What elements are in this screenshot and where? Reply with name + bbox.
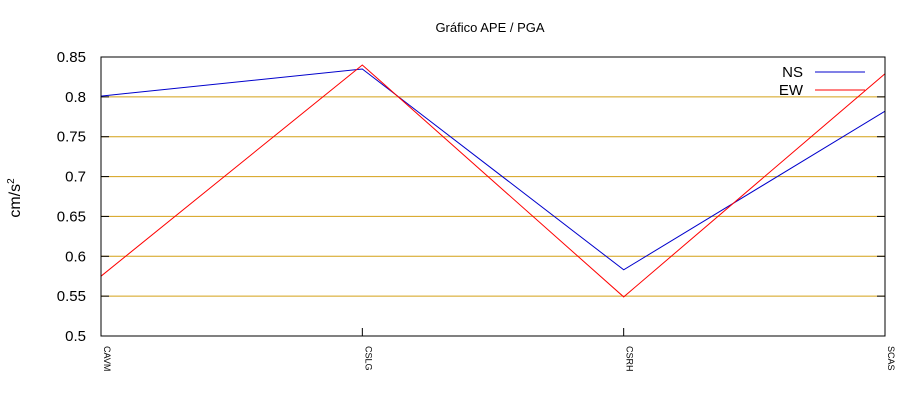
data-series	[100, 64, 886, 298]
y-axis-label-superscript: 2	[6, 178, 17, 184]
y-axis-ticks: 0.5 0.55 0.6 0.65 0.7 0.75 0.8 0.85	[57, 49, 885, 345]
y-tick-label: 0.55	[57, 288, 86, 305]
x-tick-label: CSRH	[625, 346, 635, 372]
x-tick-label: SCAS	[886, 346, 896, 371]
series-line-ns	[100, 68, 886, 271]
legend-label-ns: NS	[782, 64, 803, 81]
y-tick-label: 0.5	[65, 328, 86, 345]
y-tick-label: 0.75	[57, 129, 86, 146]
y-tick-label: 0.7	[65, 169, 86, 186]
x-axis-ticks: CAVM CSLG CSRH SCAS	[100, 328, 896, 372]
plot-frame	[100, 56, 886, 337]
y-tick-label: 0.65	[57, 208, 86, 225]
x-tick-label: CAVM	[102, 346, 112, 371]
y-axis-label-unit: cm/s	[7, 184, 24, 218]
y-axis-label: cm/s2	[6, 178, 24, 218]
y-tick-label: 0.8	[65, 89, 86, 106]
y-tick-label: 0.85	[57, 49, 86, 66]
series-line-ew	[100, 64, 886, 298]
x-tick-label: CSLG	[363, 346, 373, 371]
legend-label-ew: EW	[779, 82, 804, 99]
y-tick-label: 0.6	[65, 248, 86, 265]
gridlines	[101, 96, 885, 297]
chart-title: Gráfico APE / PGA	[435, 20, 544, 35]
